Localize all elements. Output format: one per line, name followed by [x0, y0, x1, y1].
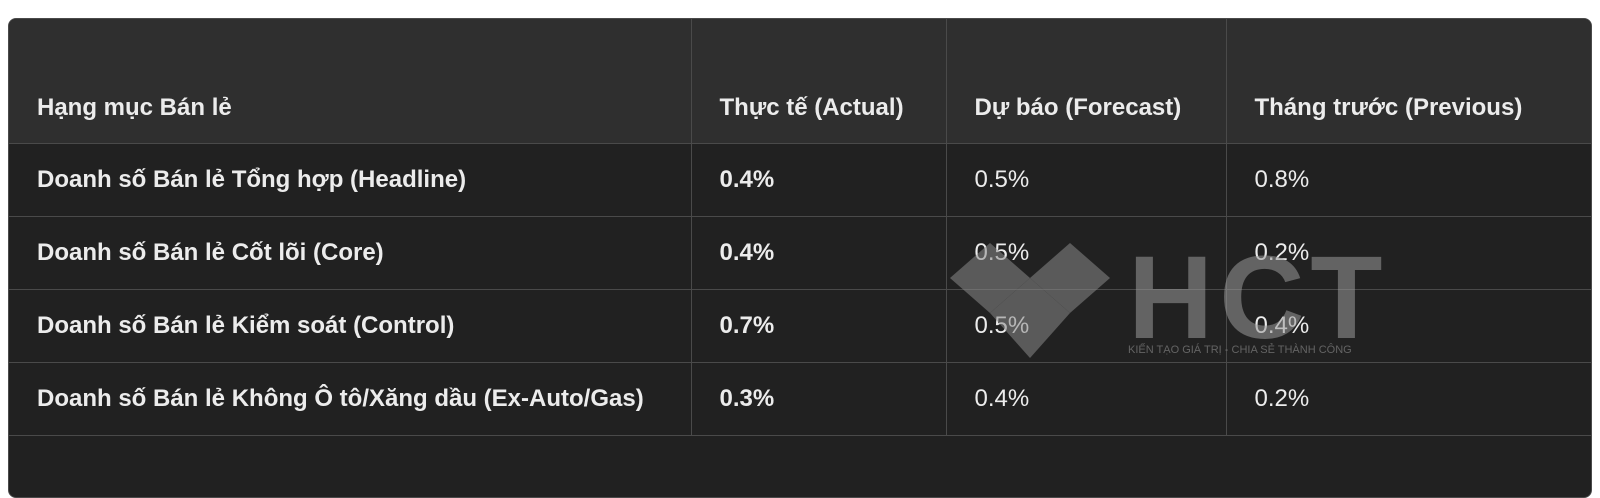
header-row: Hạng mục Bán lẻ Thực tế (Actual) Dự báo (F…	[9, 19, 1591, 144]
table-cell: Doanh số Bán lẻ Kiểm soát (Control)	[9, 289, 692, 363]
table-cell: 0.2%	[1226, 216, 1591, 290]
table-row: Doanh số Bán lẻ Cốt lõi (Core) 0.4% 0.5% 0.…	[9, 216, 1591, 290]
table-cell: 0.4%	[946, 362, 1227, 436]
table-cell: 0.8%	[1226, 143, 1591, 217]
header-cell: Dự báo (Forecast)	[946, 19, 1227, 144]
table-body: Doanh số Bán lẻ Tổng hợp (Headline) 0.4% 0…	[9, 143, 1591, 436]
table-cell: 0.4%	[1226, 289, 1591, 363]
table-cell: 0.4%	[691, 216, 947, 290]
table-cell: 0.7%	[691, 289, 947, 363]
table-cell: 0.5%	[946, 289, 1227, 363]
table-cell: Doanh số Bán lẻ Không Ô tô/Xăng dầu (Ex-…	[9, 362, 692, 436]
header-cell: Tháng trước (Previous)	[1226, 19, 1591, 144]
table-head: Hạng mục Bán lẻ Thực tế (Actual) Dự báo (F…	[9, 19, 1591, 144]
header-cell: Hạng mục Bán lẻ	[9, 19, 692, 144]
table-cell: 0.5%	[946, 143, 1227, 217]
data-table: Hạng mục Bán lẻ Thực tế (Actual) Dự báo (F…	[9, 19, 1591, 436]
header-cell: Thực tế (Actual)	[691, 19, 947, 144]
table-row: Doanh số Bán lẻ Kiểm soát (Control) 0.7% 0…	[9, 289, 1591, 363]
table-cell: Doanh số Bán lẻ Cốt lõi (Core)	[9, 216, 692, 290]
table-cell: 0.3%	[691, 362, 947, 436]
table-row: Doanh số Bán lẻ Tổng hợp (Headline) 0.4% 0…	[9, 143, 1591, 217]
table-cell: 0.4%	[691, 143, 947, 217]
table-row: Doanh số Bán lẻ Không Ô tô/Xăng dầu (Ex-…	[9, 362, 1591, 436]
table-container: Hạng mục Bán lẻ Thực tế (Actual) Dự báo (F…	[8, 18, 1592, 498]
table-cell: 0.5%	[946, 216, 1227, 290]
table-cell: 0.2%	[1226, 362, 1591, 436]
table-cell: Doanh số Bán lẻ Tổng hợp (Headline)	[9, 143, 692, 217]
